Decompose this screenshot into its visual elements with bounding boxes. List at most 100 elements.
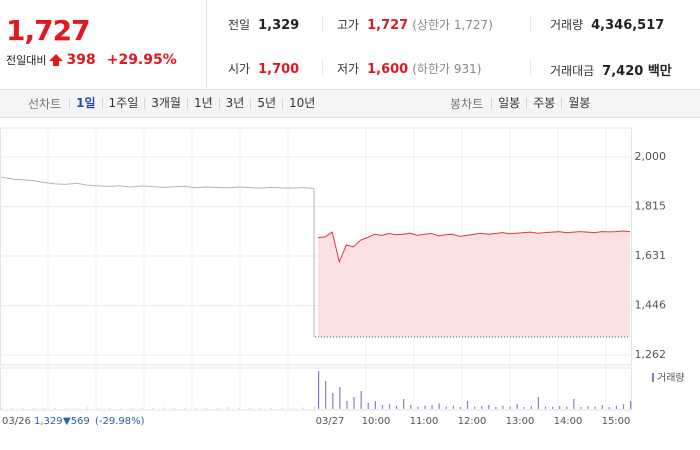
candle-tabs: 봉차트 일봉 주봉 월봉 xyxy=(450,90,596,117)
volume-bar xyxy=(314,406,315,409)
candle-tab[interactable]: 일봉 xyxy=(491,97,526,109)
stat-value: 1,600 xyxy=(367,62,409,77)
x-tick-label: 03/26 xyxy=(2,416,31,427)
volume-bar xyxy=(33,407,35,409)
volume-bar xyxy=(65,408,67,409)
volume-bar xyxy=(481,406,483,409)
volume-bar xyxy=(98,408,100,409)
volume-bar xyxy=(162,407,164,409)
volume-bar xyxy=(270,408,272,409)
volume-bar xyxy=(238,408,240,409)
volume-bar xyxy=(502,405,504,409)
period-tab[interactable]: 1주일 xyxy=(101,97,145,109)
stat: 저가 1,600 (하한가 931) xyxy=(337,60,481,77)
prev-close: 1,329 xyxy=(34,416,63,427)
volume-bar xyxy=(44,408,46,409)
stat-value: 1,329 xyxy=(258,18,300,33)
y-tick-label: 2,000 xyxy=(635,150,667,163)
volume-bar xyxy=(622,404,625,409)
volume-bar xyxy=(152,408,154,409)
candle-tab[interactable]: 월봉 xyxy=(561,97,596,109)
volume-bar xyxy=(281,407,283,409)
volume-bar xyxy=(523,407,525,409)
volume-bar xyxy=(488,405,490,409)
change-amount: 398 xyxy=(66,52,96,68)
volume-bar xyxy=(417,406,419,409)
volume-bar xyxy=(227,407,229,409)
volume-bar xyxy=(119,408,121,409)
volume-bar xyxy=(544,406,547,409)
up-icon xyxy=(49,54,64,66)
volume-bar xyxy=(566,406,568,409)
change-rate: +29.95% xyxy=(106,52,177,68)
period-tab[interactable]: 3개월 xyxy=(144,97,187,109)
volume-bar xyxy=(396,405,398,409)
stat: 전일 1,329 xyxy=(228,16,299,33)
volume-bar xyxy=(466,401,469,409)
volume-bar xyxy=(325,381,327,409)
change-label: 전일대비 xyxy=(6,54,47,67)
current-price: 1,727 xyxy=(6,14,91,47)
period-tab[interactable]: 5년 xyxy=(250,97,282,109)
divider xyxy=(530,15,531,31)
tab-group-label: 봉차트 xyxy=(450,97,484,111)
x-tick-label: 15:00 xyxy=(602,416,631,427)
line xyxy=(317,230,631,264)
stat-label: 거래량 xyxy=(550,18,584,32)
y-tick-label: 1,262 xyxy=(635,348,667,361)
legend-label: 거래량 xyxy=(657,372,685,384)
period-tab[interactable]: 10년 xyxy=(282,97,321,109)
volume-bar xyxy=(474,406,476,409)
line xyxy=(0,176,315,189)
tab-group-label: 선차트 xyxy=(28,97,62,111)
volume-bar xyxy=(216,408,218,409)
volume-bar xyxy=(108,407,110,409)
volume-bar xyxy=(608,407,610,409)
volume-bar xyxy=(601,405,603,409)
period-tab[interactable]: 1일 xyxy=(69,97,101,109)
volume-bar xyxy=(388,404,391,409)
volume-bar xyxy=(459,407,462,409)
volume-panel xyxy=(0,367,632,411)
volume-bar xyxy=(339,387,341,409)
stat-label: 고가 xyxy=(337,18,360,32)
stat-label: 시가 xyxy=(228,62,251,76)
volume-bar xyxy=(559,405,561,409)
volume-bar xyxy=(594,406,596,409)
line-tabs: 선차트 1일 1주일 3개월 1년 3년 5년 10년 xyxy=(28,90,321,117)
volume-bar xyxy=(76,408,78,409)
stat: 시가 1,700 xyxy=(228,60,299,77)
volume-bar xyxy=(184,408,186,409)
volume-bar xyxy=(509,406,511,409)
stat-value: 1,727 xyxy=(367,18,409,33)
period-tab[interactable]: 1년 xyxy=(186,97,219,109)
volume-bar xyxy=(318,371,320,409)
candle-tab[interactable]: 주봉 xyxy=(526,97,561,109)
stat: 거래대금 7,420 백만 xyxy=(550,60,672,79)
x-tick-label: 12:00 xyxy=(458,416,487,427)
divider xyxy=(322,59,323,75)
y-tick-label: 1,815 xyxy=(635,200,667,213)
tab-bar: 선차트 1일 1주일 3개월 1년 3년 5년 10년 봉차트 일봉 주봉 월봉 xyxy=(0,89,700,118)
volume-bar xyxy=(537,397,540,409)
stat-value: 1,700 xyxy=(258,62,300,77)
period-tab[interactable]: 3년 xyxy=(218,97,251,109)
volume-bar xyxy=(367,403,369,409)
change-row: 전일대비 398 +29.95% xyxy=(6,52,177,68)
volume-bar xyxy=(552,407,554,409)
volume-bar xyxy=(452,405,454,409)
volume-bar xyxy=(141,407,143,409)
prev-change: ▼569 xyxy=(63,416,90,427)
volume-bar xyxy=(249,407,251,409)
volume-bar xyxy=(195,407,197,409)
volume-bar xyxy=(580,407,582,409)
volume-bar xyxy=(130,408,132,409)
volume-bar xyxy=(630,401,632,409)
x-tick-label: 11:00 xyxy=(410,416,439,427)
volume-bar xyxy=(260,408,262,409)
volume-bar xyxy=(573,399,575,409)
volume-bar xyxy=(587,406,589,409)
stat-label: 저가 xyxy=(337,62,360,76)
legend-swatch xyxy=(652,373,654,382)
stat-value: 7,420 백만 xyxy=(602,64,672,79)
